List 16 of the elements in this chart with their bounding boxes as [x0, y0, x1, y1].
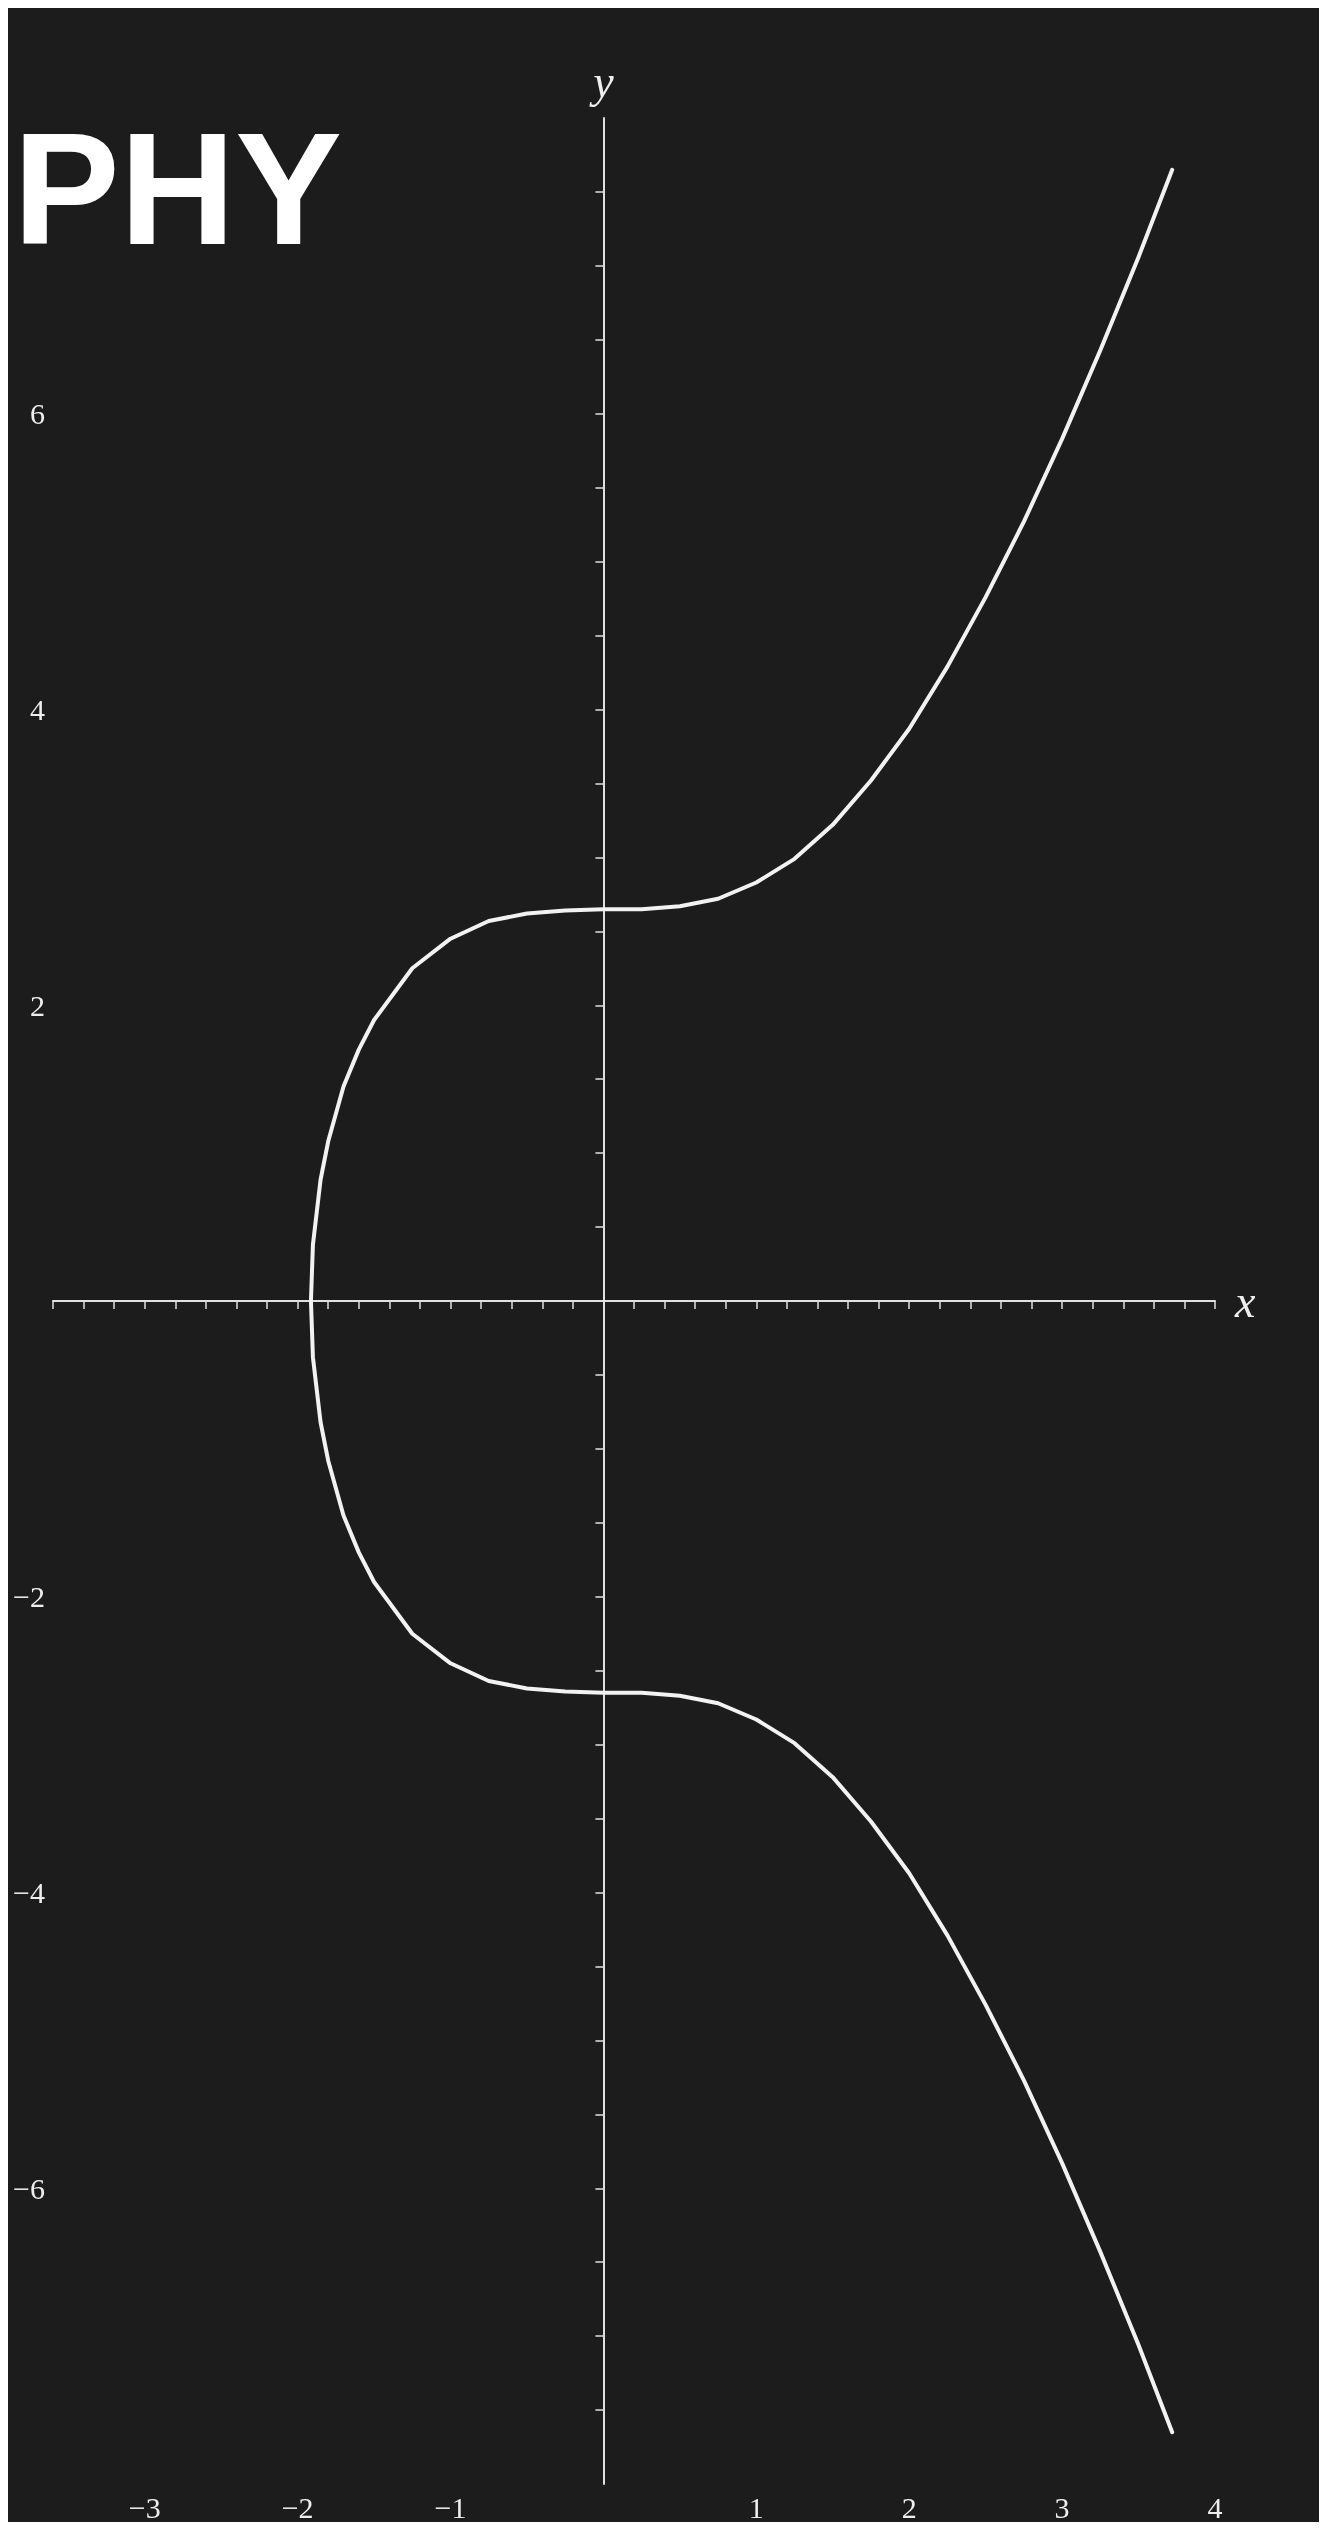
- chart-title: PHY: [13, 98, 342, 278]
- x-tick-label: −1: [434, 2490, 467, 2524]
- y-tick-label: 2: [30, 988, 45, 1022]
- x-tick-label: −3: [128, 2490, 161, 2524]
- y-axis-title: y: [589, 55, 615, 107]
- y-tick-label: −4: [13, 1876, 45, 1909]
- x-tick-label: −2: [281, 2490, 314, 2524]
- x-tick-label: 3: [1054, 2490, 1070, 2524]
- x-axis-title: x: [1234, 1275, 1256, 1327]
- y-tick-label: −2: [13, 1580, 45, 1614]
- y-tick-label: 4: [30, 693, 45, 726]
- x-tick-label: 1: [748, 2490, 764, 2524]
- y-tick-label: 6: [30, 397, 45, 431]
- x-tick-label: 4: [1207, 2490, 1223, 2524]
- x-tick-label: 2: [901, 2490, 917, 2524]
- y-tick-label: −6: [13, 2171, 45, 2205]
